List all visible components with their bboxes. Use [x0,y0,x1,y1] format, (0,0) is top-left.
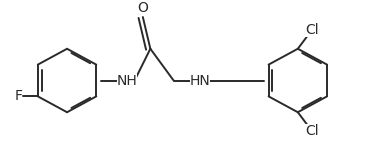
Text: HN: HN [189,73,210,87]
Text: F: F [14,89,22,103]
Text: NH: NH [117,73,138,87]
Text: Cl: Cl [305,23,319,37]
Text: O: O [138,1,148,15]
Text: Cl: Cl [305,124,319,138]
